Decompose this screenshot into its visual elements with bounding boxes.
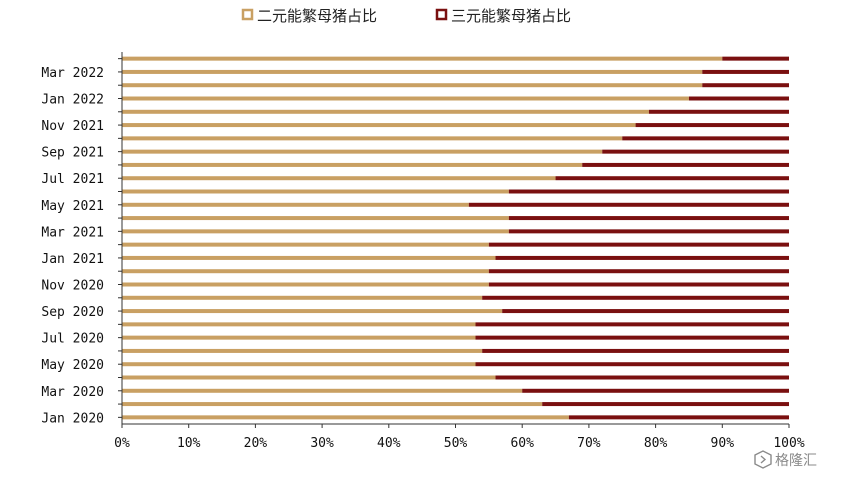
- y-tick-label-5: Nov 2020: [41, 279, 104, 294]
- bar-series-1-11: [122, 269, 489, 274]
- bar-series-2-7: [475, 322, 789, 327]
- bar-series-2-20: [602, 149, 789, 154]
- x-tick-label-4: 40%: [377, 436, 401, 451]
- x-tick-label-2: 20%: [244, 436, 268, 451]
- x-tick-label-1: 10%: [177, 436, 201, 451]
- plot-area: [122, 56, 789, 420]
- bar-series-2-10: [488, 282, 789, 287]
- legend-swatch-series-1: [241, 8, 254, 21]
- bar-series-1-3: [122, 375, 496, 380]
- y-tick-label-10: Sep 2021: [41, 146, 104, 161]
- x-tick-label-9: 90%: [711, 436, 735, 451]
- bar-series-2-17: [508, 189, 789, 194]
- bar-series-2-12: [495, 255, 789, 260]
- bar-series-1-14: [122, 229, 509, 234]
- bar-series-1-7: [122, 322, 476, 327]
- y-tick-label-2: May 2020: [41, 358, 104, 373]
- bar-series-2-24: [688, 96, 789, 101]
- bar-series-1-6: [122, 335, 476, 340]
- y-tick-label-7: Mar 2021: [41, 225, 104, 240]
- bar-series-2-19: [582, 162, 789, 167]
- bar-series-2-5: [482, 348, 789, 353]
- bar-series-1-15: [122, 216, 509, 221]
- legend-swatch-series-2: [435, 8, 448, 21]
- bar-series-1-22: [122, 123, 636, 128]
- bar-series-2-2: [522, 388, 789, 393]
- bar-series-1-8: [122, 309, 503, 314]
- bar-series-1-24: [122, 96, 689, 101]
- bar-series-2-4: [475, 362, 789, 367]
- bar-series-2-9: [482, 295, 789, 300]
- x-tick-label-8: 80%: [644, 436, 668, 451]
- y-tick-label-8: May 2021: [41, 199, 104, 214]
- bar-series-1-27: [122, 56, 723, 61]
- bar-series-2-23: [648, 109, 789, 114]
- legend: 二元能繁母猪占比 三元能繁母猪占比: [241, 7, 571, 25]
- bar-series-1-21: [122, 136, 623, 141]
- y-tick-label-0: Jan 2020: [41, 411, 104, 426]
- axes: Jan 2020 Mar 2020 May 2020 Jul 2020 Sep 2020…: [41, 52, 805, 451]
- bar-series-1-4: [122, 362, 476, 367]
- y-tick-label-3: Jul 2020: [41, 332, 104, 347]
- bar-series-1-17: [122, 189, 509, 194]
- x-tick-label-10: 100%: [773, 436, 804, 451]
- bar-series-2-3: [495, 375, 789, 380]
- bar-series-2-26: [702, 69, 789, 74]
- y-tick-label-9: Jul 2021: [41, 172, 104, 187]
- bar-series-1-5: [122, 348, 483, 353]
- bar-series-1-9: [122, 295, 483, 300]
- bar-series-2-13: [488, 242, 789, 247]
- bar-series-1-12: [122, 255, 496, 260]
- watermark: 格隆汇: [754, 450, 817, 469]
- y-tick-label-1: Mar 2020: [41, 385, 104, 400]
- y-tick-label-12: Jan 2022: [41, 93, 104, 108]
- bar-series-1-1: [122, 402, 543, 407]
- y-tick-label-13: Mar 2022: [41, 66, 104, 81]
- gelonghui-logo-icon: [754, 450, 772, 469]
- bar-series-1-26: [122, 69, 703, 74]
- y-tick-label-6: Jan 2021: [41, 252, 104, 267]
- watermark-text: 格隆汇: [775, 453, 817, 469]
- bar-series-2-11: [488, 269, 789, 274]
- bar-series-1-16: [122, 202, 469, 207]
- bar-series-2-16: [468, 202, 789, 207]
- y-tick-label-11: Nov 2021: [41, 119, 104, 134]
- x-tick-label-5: 50%: [444, 436, 468, 451]
- legend-label-series-1: 二元能繁母猪占比: [257, 7, 377, 25]
- bar-series-2-6: [475, 335, 789, 340]
- bar-series-2-8: [502, 309, 789, 314]
- bar-series-1-25: [122, 83, 703, 88]
- bar-series-1-0: [122, 415, 569, 420]
- legend-item-series-2: 三元能繁母猪占比: [435, 7, 571, 25]
- bar-series-2-0: [568, 415, 789, 420]
- y-tick-label-4: Sep 2020: [41, 305, 104, 320]
- bar-series-2-15: [508, 216, 789, 221]
- bar-series-2-25: [702, 83, 789, 88]
- bar-series-1-20: [122, 149, 603, 154]
- bar-series-2-18: [555, 176, 789, 181]
- bar-series-1-10: [122, 282, 489, 287]
- bar-series-2-27: [722, 56, 789, 61]
- bar-series-2-21: [622, 136, 789, 141]
- bar-series-2-1: [542, 402, 789, 407]
- bar-series-1-19: [122, 162, 583, 167]
- bar-series-1-18: [122, 176, 556, 181]
- bar-series-1-23: [122, 109, 649, 114]
- bar-series-1-2: [122, 388, 523, 393]
- x-tick-label-7: 70%: [577, 436, 601, 451]
- bar-series-1-13: [122, 242, 489, 247]
- x-tick-label-0: 0%: [114, 436, 130, 451]
- x-tick-label-6: 60%: [510, 436, 534, 451]
- x-tick-label-3: 30%: [310, 436, 334, 451]
- legend-label-series-2: 三元能繁母猪占比: [451, 7, 571, 25]
- legend-item-series-1: 二元能繁母猪占比: [241, 7, 377, 25]
- bar-series-2-22: [635, 123, 789, 128]
- bar-series-2-14: [508, 229, 789, 234]
